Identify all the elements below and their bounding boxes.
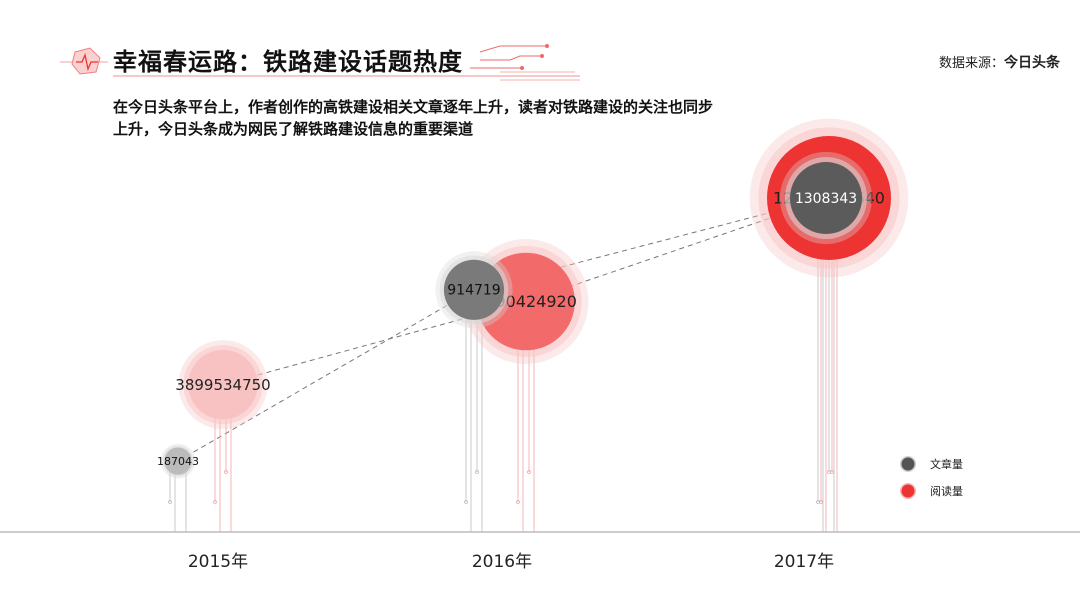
x-tick-label: 2017年 xyxy=(774,552,834,572)
description-text: 在今日头条平台上，作者创作的高铁建设相关文章逐年上升，读者对铁路建设的关注也同步… xyxy=(113,98,714,138)
drop-node xyxy=(516,500,520,504)
legend-article-label: 文章量 xyxy=(930,458,963,471)
x-tick-label: 2016年 xyxy=(472,552,532,572)
drop-node xyxy=(475,470,479,474)
trend-line xyxy=(177,289,475,462)
legend-read-swatch xyxy=(900,483,916,499)
data-source: 数据来源：今日头条 xyxy=(939,52,1060,72)
x-tick-label: 2015年 xyxy=(188,552,248,572)
drop-node xyxy=(830,470,834,474)
read-bubble xyxy=(188,349,258,420)
drop-node xyxy=(224,470,228,474)
legend-article: 文章量 xyxy=(900,456,963,472)
article-bubble xyxy=(443,259,505,320)
article-bubble xyxy=(164,447,192,475)
legend-read: 阅读量 xyxy=(900,483,963,499)
article-bubble-label: 1308343 xyxy=(795,191,857,207)
page-title: 幸福春运路：铁路建设话题热度 xyxy=(113,48,463,76)
drop-node xyxy=(819,500,823,504)
trend-line xyxy=(473,197,827,291)
title-decoration xyxy=(60,47,108,75)
article-bubble xyxy=(790,162,862,234)
data-source-prefix: 数据来源： xyxy=(938,56,1004,71)
legend-article-swatch xyxy=(900,456,916,472)
circuit-decoration xyxy=(113,44,580,81)
drop-node xyxy=(168,500,172,504)
drop-node xyxy=(527,470,531,474)
drop-node xyxy=(213,500,217,504)
article-bubble-label: 187043 xyxy=(157,455,199,468)
plot-area: 3899534750769042492012415287640187043914… xyxy=(157,118,909,572)
drop-node xyxy=(464,500,468,504)
data-source-name: 今日头条 xyxy=(1004,55,1060,71)
article-bubble-label: 914719 xyxy=(447,283,500,299)
legend-read-label: 阅读量 xyxy=(930,485,963,498)
read-bubble-label: 3899534750 xyxy=(175,376,270,394)
